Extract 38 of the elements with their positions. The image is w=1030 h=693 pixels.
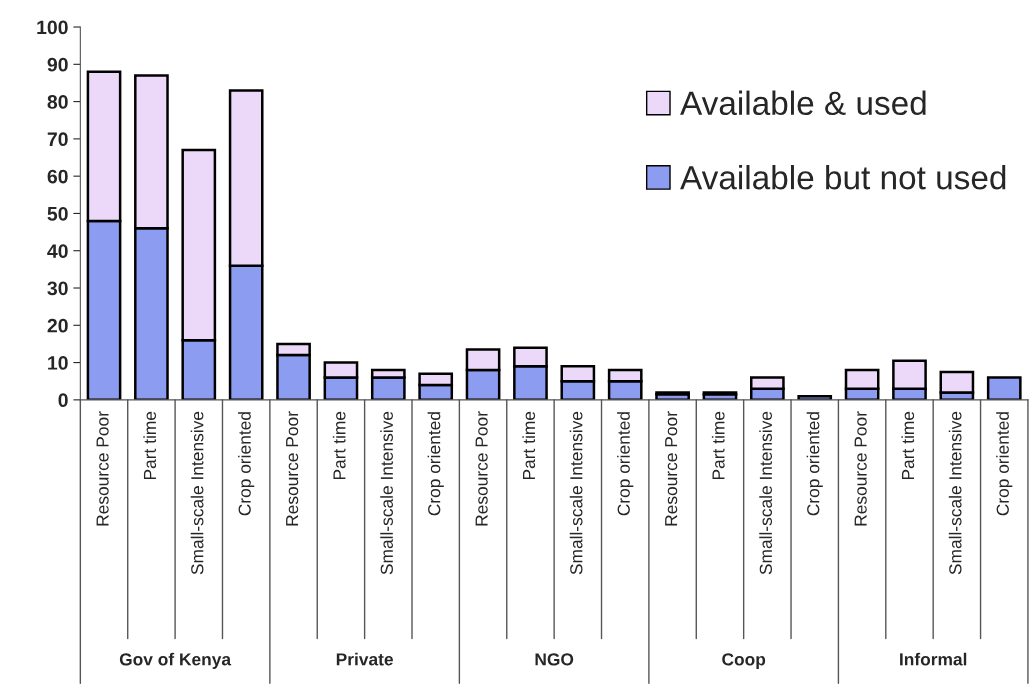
x-tick-label: Part time [522, 411, 536, 480]
y-tick-label: 100 [37, 20, 68, 35]
text: Private [336, 652, 393, 666]
x-tick-label: Part time [901, 411, 915, 480]
x-tick-label: Resource Poor [286, 411, 299, 526]
y-tick-label: 90 [47, 57, 68, 72]
x-tick-label: Crop oriented [238, 412, 255, 516]
text: Coop [722, 653, 766, 669]
y-tick-label: 10 [48, 356, 68, 370]
x-tick-label: Crop oriented [806, 412, 823, 516]
x-tick-label: Crop oriented [996, 412, 1013, 516]
x-tick-label: Part time [711, 411, 725, 480]
y-tick-label: 0 [58, 393, 68, 408]
y-tick-label: 80 [47, 95, 68, 109]
x-tick-label: Part time [332, 411, 346, 480]
x-tick-label: Crop oriented [427, 412, 444, 516]
legend-label: Available but not used [680, 164, 1006, 190]
x-tick-label: Resource Poor [665, 411, 678, 526]
y-tick-label: 30 [47, 281, 68, 296]
x-tick-label: Part time [143, 411, 157, 480]
legend-label: Available & used [680, 90, 926, 116]
y-tick-label: 70 [47, 132, 68, 147]
text: Gov of Kenya [119, 652, 232, 669]
text: Informal [900, 652, 967, 666]
x-tick-label: Small-scale Intensive [948, 411, 962, 575]
x-tick-label: Small-scale Intensive [569, 411, 583, 575]
x-tick-label: Small-scale Intensive [759, 411, 773, 575]
text: NGO [535, 653, 574, 666]
x-tick-label: Resource Poor [854, 411, 867, 526]
x-tick-label: Small-scale Intensive [190, 411, 204, 575]
y-tick-label: 40 [47, 244, 68, 258]
x-tick-label: Resource Poor [475, 411, 488, 526]
x-tick-label: Crop oriented [617, 412, 634, 516]
x-tick-label: Resource Poor [96, 411, 109, 526]
y-tick-label: 60 [47, 169, 68, 184]
x-tick-label: Small-scale Intensive [380, 411, 393, 575]
y-tick-label: 20 [47, 318, 68, 333]
y-tick-label: 50 [47, 206, 68, 221]
